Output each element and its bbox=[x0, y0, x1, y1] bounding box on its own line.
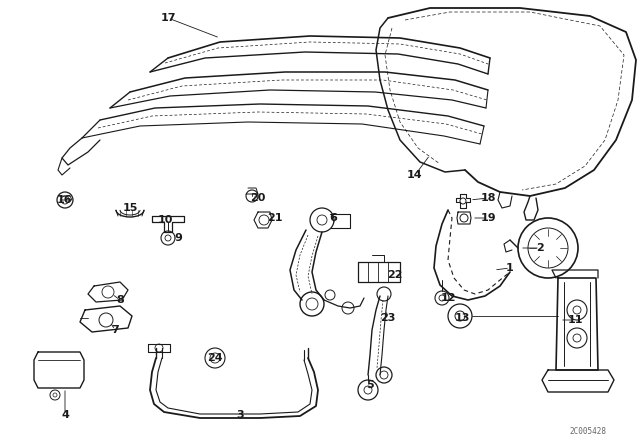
Text: 2: 2 bbox=[536, 243, 544, 253]
Text: 4: 4 bbox=[61, 410, 69, 420]
Text: 22: 22 bbox=[387, 270, 403, 280]
Text: 13: 13 bbox=[454, 313, 470, 323]
Text: 7: 7 bbox=[111, 325, 119, 335]
Text: 12: 12 bbox=[440, 293, 456, 303]
Text: 19: 19 bbox=[480, 213, 496, 223]
Text: 11: 11 bbox=[567, 315, 583, 325]
Text: 24: 24 bbox=[207, 353, 223, 363]
Text: 16: 16 bbox=[57, 195, 73, 205]
Text: 2C005428: 2C005428 bbox=[570, 427, 607, 436]
Text: 5: 5 bbox=[366, 380, 374, 390]
Text: 9: 9 bbox=[174, 233, 182, 243]
Text: 6: 6 bbox=[329, 213, 337, 223]
Text: 18: 18 bbox=[480, 193, 496, 203]
Text: 21: 21 bbox=[268, 213, 283, 223]
Text: 8: 8 bbox=[116, 295, 124, 305]
Text: 14: 14 bbox=[407, 170, 423, 180]
Text: 1: 1 bbox=[506, 263, 514, 273]
Text: 15: 15 bbox=[122, 203, 138, 213]
Text: 23: 23 bbox=[380, 313, 396, 323]
Text: 3: 3 bbox=[236, 410, 244, 420]
Text: 10: 10 bbox=[157, 215, 173, 225]
Text: 17: 17 bbox=[160, 13, 176, 23]
Text: 20: 20 bbox=[250, 193, 266, 203]
